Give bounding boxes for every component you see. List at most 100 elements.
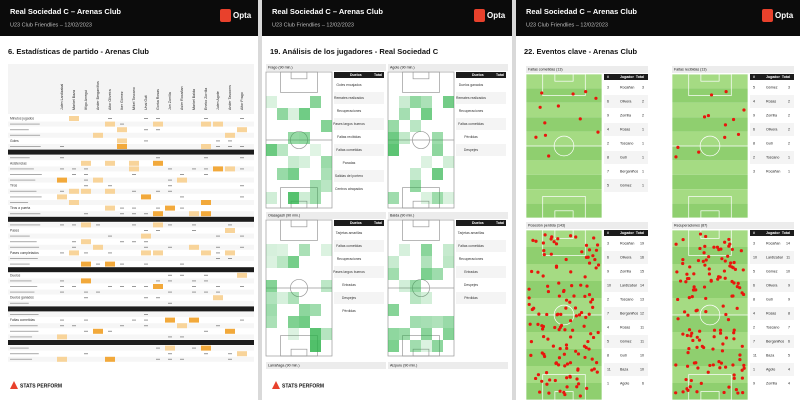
event-dot [575,385,579,389]
table-cell: Berganiños [766,339,784,343]
event-dot [578,394,582,398]
event-dot [690,294,694,299]
pitch-stripe [672,281,748,298]
heat-cell [321,328,332,340]
event-dot [731,294,735,298]
event-dot [675,270,679,274]
event-dot [542,249,546,253]
table-row [8,317,254,323]
table-cell: 3 [753,241,755,245]
event-dot [721,304,725,308]
page-header [516,0,800,36]
panel-label: Aizpuru (90 min.) [390,364,417,368]
heat-cell [432,340,443,352]
table-row [8,138,254,144]
table-row [750,123,794,136]
table-row-label: Recuperaciones [337,109,362,113]
event-dot [692,285,696,289]
pitch-line [700,210,720,219]
section-title: 19. Análisis de los jugadores - Real Soc… [270,47,439,56]
heat-cell [310,328,321,340]
highlight-cell [141,233,151,239]
event-dot [547,154,551,158]
pitch-line [290,71,308,80]
heat-cell [321,280,332,292]
cell-value [84,174,88,175]
cell-value [156,118,160,119]
cell-value [168,168,172,170]
cell-value [180,336,184,338]
table-row-label: Tarjetas amarillas [336,231,363,235]
table-row [750,377,794,390]
event-dot [728,264,732,268]
table-cell: 5 [788,353,790,357]
event-dot [720,257,724,261]
column-header: Markel Balda [192,89,196,110]
logo-text: Opta [775,11,794,20]
highlight-cell [105,188,115,194]
event-dot [731,266,735,270]
highlight-cell [225,228,235,233]
table-cell: 11 [640,325,644,329]
cell-value [84,291,88,293]
event-dot [738,358,742,362]
event-dot [703,263,707,267]
row-label-bar [10,325,38,327]
highlight-cell [93,177,103,183]
table-cell: 11 [640,339,644,343]
event-dot [716,275,721,279]
cell-value [216,146,220,147]
cell-value [228,140,232,142]
heat-cell [277,292,288,304]
heat-cell [388,132,399,144]
table-row-label: Recuperaciones [337,257,362,261]
table-row [334,170,384,182]
event-dot [587,248,592,252]
table-head [334,220,384,226]
logo-text: Opta [233,11,252,20]
pitch-line [553,135,575,157]
event-dot [536,322,540,326]
pitch-stripe [526,160,602,175]
table-cell: Berganiños [620,169,638,173]
pitch-stripe [526,174,602,190]
heat-cell [266,192,277,204]
table-row [604,307,648,320]
cell-value [120,241,124,243]
table-row-label: Despejes [464,148,478,152]
table-row [8,205,254,211]
table-row [8,256,254,261]
table-cell: 4 [607,127,609,131]
cell-value [96,291,100,293]
pitch-line [412,348,430,357]
event-dot [685,364,690,368]
column-header: Aitor Oliveira [108,89,112,110]
cell-value [60,190,64,192]
event-dot [576,382,581,386]
panel-label: Larrañaga (90 min.) [268,364,300,368]
highlight-cell [153,121,163,127]
heat-cell [432,268,443,280]
event-dot [711,363,715,367]
highlight-cell [117,127,127,133]
event-dot [546,289,551,294]
cell-value [120,213,124,215]
heat-cell [410,280,421,292]
table-row [8,323,254,329]
row-label: Duelos ganados [10,296,34,300]
event-dot [738,286,742,290]
table-row [8,278,254,284]
pitch-line [412,71,430,80]
event-dot [704,296,708,301]
event-dot [724,312,728,317]
cell-value [72,168,76,170]
table-cell: Lardizabal [620,283,637,287]
heat-cell [421,268,432,280]
event-dot [708,363,712,368]
table-head-text: Jugador [766,75,780,79]
heat-cell [410,292,421,304]
event-dot [569,270,573,274]
event-dot [547,391,551,395]
event-dot [723,259,727,263]
table-row [334,105,384,117]
